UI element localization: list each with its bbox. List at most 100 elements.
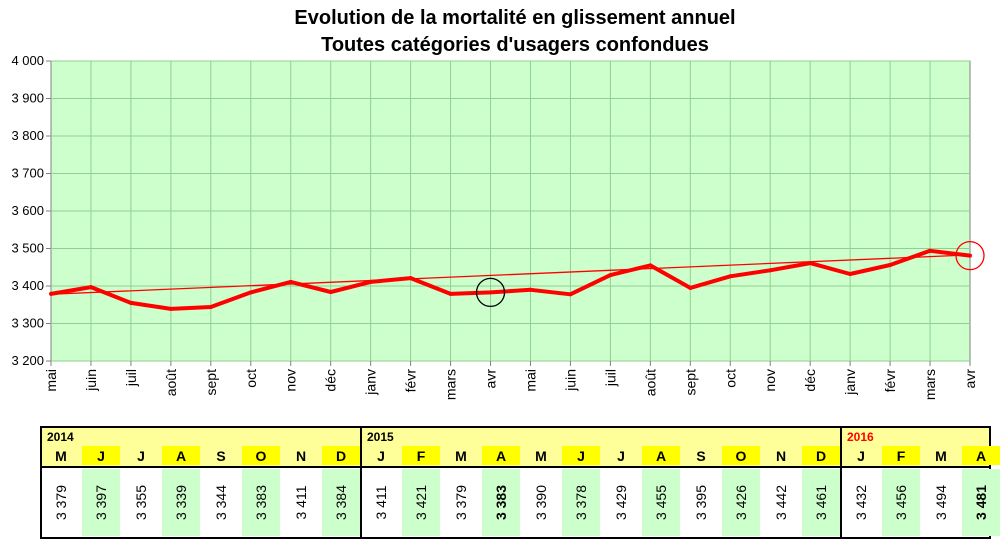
table-value: 3 379 <box>453 485 469 520</box>
table-month-letter: S <box>696 448 705 464</box>
table-value: 3 344 <box>213 485 229 520</box>
x-tick-label: nov <box>283 369 299 392</box>
value-highlight-cell <box>962 469 1000 536</box>
data-point <box>768 268 773 273</box>
y-tick-label: 3 800 <box>11 128 44 143</box>
value-highlight-cell <box>242 469 280 536</box>
data-point <box>368 279 373 284</box>
table-month-letter: J <box>857 448 865 464</box>
table-month-letter: A <box>496 448 506 464</box>
month-highlight-cell <box>242 446 280 465</box>
x-tick-label: déc <box>323 369 339 392</box>
table-value: 3 395 <box>693 485 709 520</box>
table-value: 3 429 <box>613 485 629 520</box>
data-point <box>248 290 253 295</box>
month-highlight-cell <box>962 446 1000 465</box>
table-month-letter: J <box>97 448 105 464</box>
y-tick-label: 3 900 <box>11 91 44 106</box>
month-highlight-cell <box>562 446 600 465</box>
y-tick-label: 4 000 <box>11 53 44 68</box>
table-month-letter: O <box>736 448 747 464</box>
x-tick-label: mai <box>43 369 59 392</box>
month-highlight-cell <box>402 446 440 465</box>
trend-line <box>50 254 971 295</box>
table-month-letter: J <box>617 448 625 464</box>
table-value: 3 421 <box>413 485 429 520</box>
x-tick-label: avr <box>483 369 499 389</box>
table-month-letter: O <box>256 448 267 464</box>
chart-title-line-1: Evolution de la mortalité en glissement … <box>294 7 735 29</box>
x-tick-label: mai <box>522 369 538 392</box>
table-value: 3 461 <box>813 485 829 520</box>
table-value: 3 494 <box>933 485 949 520</box>
data-point <box>328 290 333 294</box>
data-point <box>168 306 173 311</box>
data-point <box>808 261 813 266</box>
x-tick-label: juin <box>83 369 99 392</box>
y-tick-label: 3 500 <box>11 241 44 256</box>
table-month-letter: J <box>137 448 145 464</box>
x-tick-label: févr <box>882 369 898 393</box>
table-month-letter: S <box>216 448 225 464</box>
series-layer <box>49 240 985 311</box>
table-value: 3 378 <box>573 485 589 520</box>
y-tick-label: 3 600 <box>11 203 44 218</box>
data-point <box>888 263 893 267</box>
table-month-letter: M <box>935 448 947 464</box>
table-value: 3 390 <box>533 485 549 520</box>
table-value: 3 383 <box>253 485 269 520</box>
x-tick-label: janv <box>363 369 379 396</box>
value-highlight-cell <box>322 469 360 536</box>
table-month-letter: N <box>776 448 786 464</box>
data-point <box>648 263 653 268</box>
x-tick-label: mars <box>443 369 459 400</box>
table-value: 3 355 <box>133 485 149 520</box>
month-highlight-cell <box>482 446 520 465</box>
table-value: 3 339 <box>173 485 189 520</box>
data-point <box>128 300 133 305</box>
month-highlight-cell <box>82 446 120 465</box>
table-value: 3 456 <box>893 485 909 520</box>
y-tick-label: 3 300 <box>11 316 44 331</box>
table-value: 3 426 <box>733 485 749 520</box>
x-tick-label: avr <box>962 369 978 389</box>
x-tick-label: nov <box>762 369 778 392</box>
x-tick-label: mars <box>922 369 938 400</box>
data-point <box>608 273 613 278</box>
month-highlight-cell <box>162 446 200 465</box>
table-month-letter: M <box>455 448 467 464</box>
table-month-letter: A <box>976 448 986 464</box>
x-tick-label: août <box>163 369 179 396</box>
table-value: 3 379 <box>53 485 69 520</box>
table-month-letter: F <box>417 448 426 464</box>
data-point <box>408 276 413 281</box>
data-point <box>688 285 693 290</box>
table-value: 3 384 <box>333 485 349 520</box>
month-highlight-cell <box>322 446 360 465</box>
value-highlight-cell <box>562 469 600 536</box>
table-month-letter: D <box>336 448 346 464</box>
table-value: 3 411 <box>293 485 309 519</box>
value-highlight-cell <box>642 469 680 536</box>
highlight-circle <box>475 277 506 308</box>
y-tick-label: 3 700 <box>11 166 44 181</box>
data-point <box>928 248 933 253</box>
table-month-letter: D <box>816 448 826 464</box>
table-year-label: 2016 <box>847 430 874 444</box>
value-highlight-cell <box>482 469 520 536</box>
data-point <box>288 279 293 284</box>
value-highlight-cell <box>722 469 760 536</box>
value-highlight-cell <box>802 469 840 536</box>
data-point <box>528 287 533 292</box>
table-month-letter: M <box>535 448 547 464</box>
month-highlight-cell <box>722 446 760 465</box>
table-month-letter: A <box>656 448 666 464</box>
x-tick-label: juin <box>562 369 578 392</box>
chart-title-line-2: Toutes catégories d'usagers confondues <box>321 34 709 56</box>
table-value: 3 442 <box>773 485 789 520</box>
x-axis-ticks: mai juin juil août sept oct nov déc janv févr mars… <box>43 361 978 400</box>
x-tick-label: juil <box>123 369 139 387</box>
month-highlight-cell <box>642 446 680 465</box>
data-point <box>968 253 972 258</box>
x-tick-label: sept <box>682 369 698 396</box>
